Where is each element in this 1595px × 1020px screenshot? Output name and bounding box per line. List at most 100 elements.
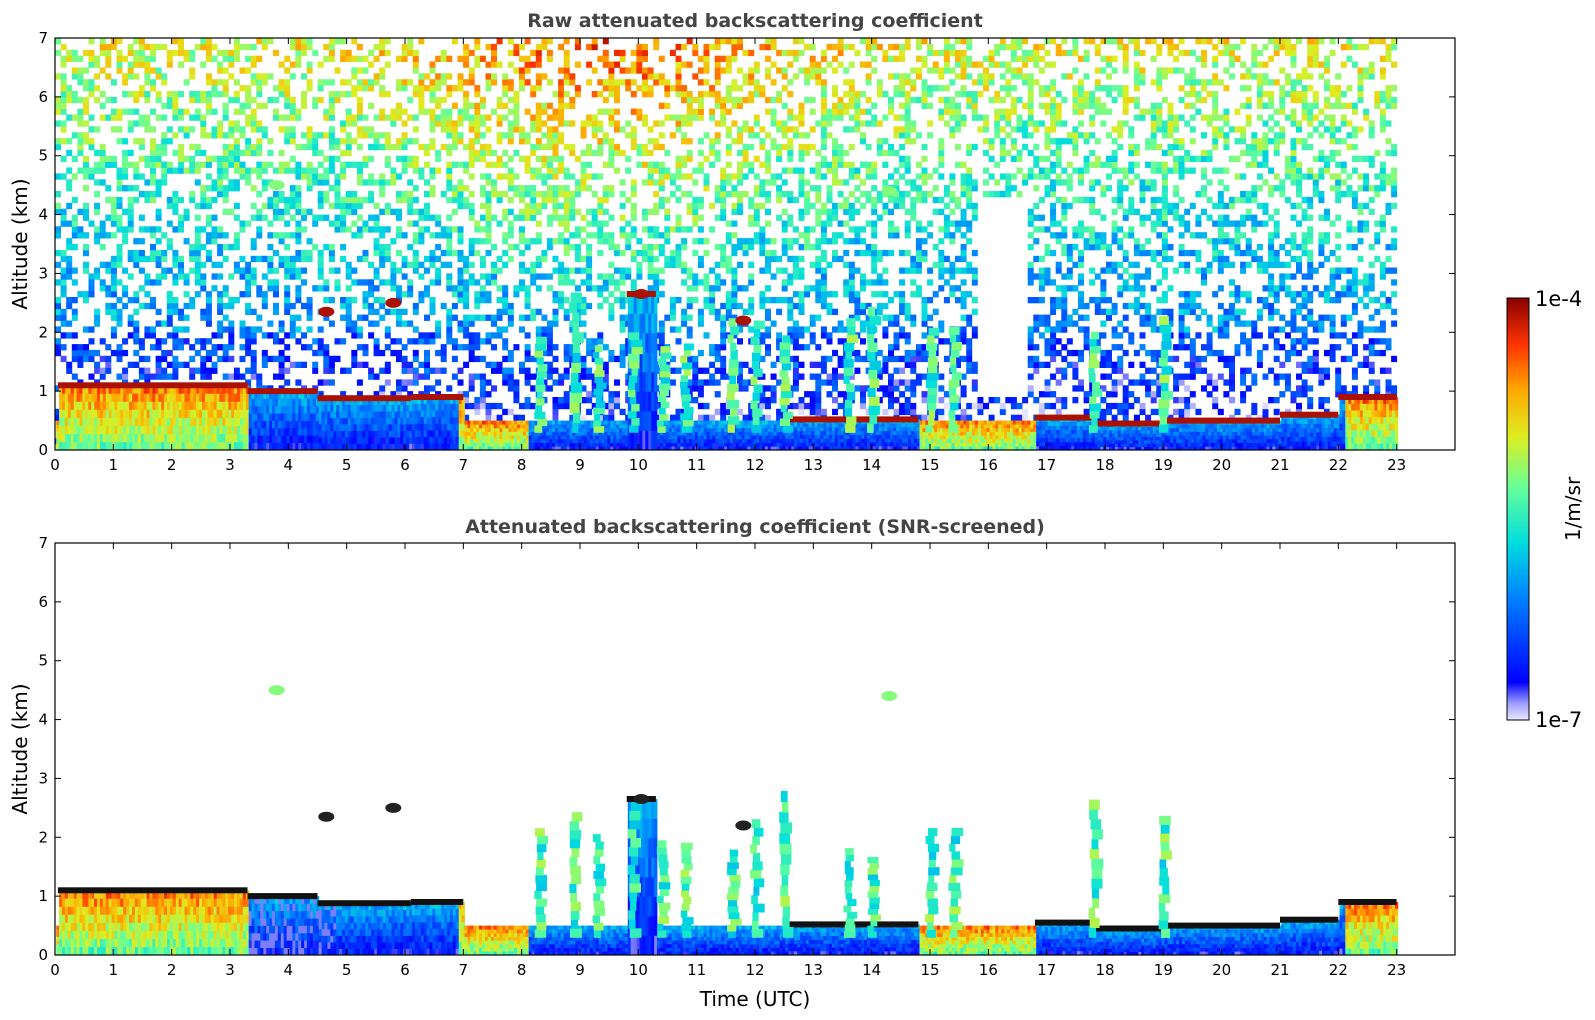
noise-cell <box>457 326 464 333</box>
noise-cell <box>412 338 419 345</box>
noise-cell <box>787 191 794 198</box>
noise-cell <box>904 349 911 357</box>
noise-cell <box>222 232 229 239</box>
noise-cell <box>66 138 73 145</box>
noise-cell <box>133 297 140 304</box>
noise-cell <box>826 43 833 51</box>
noise-cell <box>178 149 184 157</box>
noise-cell <box>351 279 358 286</box>
noise-cell <box>921 102 928 109</box>
noise-cell <box>396 196 402 204</box>
noise-cell <box>669 326 676 333</box>
noise-cell <box>832 379 838 386</box>
noise-cell <box>519 79 525 86</box>
noise-cell <box>642 149 648 157</box>
noise-cell <box>630 126 637 133</box>
noise-cell <box>591 232 598 239</box>
noise-cell <box>373 55 380 62</box>
noise-cell <box>278 232 285 239</box>
noise-cell <box>507 226 514 233</box>
noise-cell <box>742 285 749 292</box>
noise-cell <box>580 161 587 168</box>
noise-cell <box>60 214 67 221</box>
noise-cell <box>519 85 525 92</box>
noise-cell <box>546 196 553 204</box>
noise-cell <box>653 138 660 145</box>
noise-cell <box>261 214 268 221</box>
noise-cell <box>301 279 307 286</box>
noise-cell <box>99 279 106 286</box>
noise-cell <box>71 349 78 357</box>
noise-cell <box>256 291 263 298</box>
noise-cell <box>60 55 67 62</box>
noise-cell <box>597 414 604 421</box>
noise-cell <box>619 249 626 257</box>
noise-cell <box>60 332 67 339</box>
noise-cell <box>144 255 151 263</box>
noise-cell <box>295 220 302 227</box>
noise-cell <box>899 173 906 180</box>
noise-cell <box>614 391 620 398</box>
noise-cell <box>535 108 542 115</box>
noise-cell <box>563 238 570 245</box>
noise-cell <box>172 355 179 363</box>
noise-cell <box>502 408 509 416</box>
noise-cell <box>228 185 235 192</box>
noise-cell <box>172 191 179 198</box>
noise-cell <box>569 73 576 80</box>
noise-cell <box>608 191 615 198</box>
noise-cell <box>731 79 738 86</box>
noise-cell <box>491 179 497 186</box>
noise-cell <box>401 49 408 57</box>
noise-cell <box>172 367 179 374</box>
noise-cell <box>278 149 285 157</box>
noise-cell <box>306 173 313 180</box>
noise-cell <box>630 138 637 145</box>
noise-cell <box>317 79 324 86</box>
noise-cell <box>737 385 743 392</box>
noise-cell <box>496 102 503 109</box>
noise-cell <box>552 238 559 245</box>
noise-cell <box>932 308 939 315</box>
noise-cell <box>239 126 246 133</box>
noise-cell <box>725 255 732 263</box>
noise-cell <box>781 208 788 215</box>
noise-cell <box>301 73 307 80</box>
noise-cell <box>446 143 453 151</box>
noise-cell <box>809 226 816 233</box>
noise-cell <box>407 338 414 345</box>
noise-cell <box>228 332 235 339</box>
noise-cell <box>737 208 743 215</box>
noise-cell <box>569 267 576 274</box>
noise-cell <box>351 297 358 304</box>
noise-cell <box>278 326 285 333</box>
noise-cell <box>55 226 61 233</box>
noise-cell <box>709 373 716 380</box>
noise-cell <box>580 179 587 186</box>
noise-cell <box>144 161 151 168</box>
noise-cell <box>183 361 190 368</box>
noise-cell <box>563 349 570 357</box>
noise-cell <box>418 361 425 368</box>
noise-cell <box>88 91 95 98</box>
noise-cell <box>60 61 67 68</box>
noise-cell <box>546 155 553 162</box>
noise-cell <box>664 114 671 121</box>
noise-cell <box>619 344 626 351</box>
noise-cell <box>200 308 207 315</box>
noise-cell <box>356 161 363 168</box>
noise-cell <box>340 208 347 215</box>
noise-cell <box>697 255 704 263</box>
noise-cell <box>904 226 911 233</box>
noise-cell <box>893 332 900 339</box>
noise-cell <box>546 373 553 380</box>
noise-cell <box>273 355 279 363</box>
noise-cell <box>178 214 184 221</box>
noise-cell <box>720 244 727 251</box>
noise-cell <box>809 320 816 327</box>
noise-cell <box>172 132 179 139</box>
noise-cell <box>122 226 129 233</box>
noise-cell <box>770 238 777 245</box>
noise-cell <box>893 179 900 186</box>
noise-cell <box>401 85 408 92</box>
